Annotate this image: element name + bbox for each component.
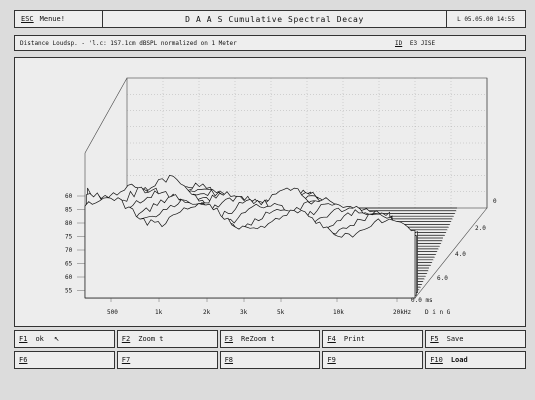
f8-key: F8 bbox=[224, 356, 234, 364]
x-tick-label: 10k bbox=[333, 309, 344, 316]
time-tick-label: 4.0 bbox=[455, 251, 466, 258]
menu-key: ESC bbox=[21, 15, 34, 23]
f6-button[interactable]: F6 bbox=[14, 351, 115, 369]
waterfall-plot-frame: 60 85 80 75 70 65 60 55 500 1k 2k 3k 5k 10k 20kHz D i … bbox=[14, 57, 526, 327]
f2-zoom-button[interactable]: F2 Zoom t bbox=[116, 330, 218, 348]
info-bar: Distance Loudsp. - 'l.c: 1S7.1cm dBSPL n… bbox=[14, 35, 526, 51]
f1-label: ok bbox=[35, 335, 44, 343]
title-bar: ESC Menue! D A A S Cumulative Spectral D… bbox=[14, 10, 526, 28]
y-axis-labels: 60 85 80 75 70 65 60 55 bbox=[65, 193, 85, 295]
time-axis-labels: 0 2.0 4.0 6.0 0.0 ms bbox=[411, 198, 497, 304]
left-depth-edge bbox=[84, 77, 128, 154]
id-key: ID bbox=[395, 39, 403, 47]
x-axis-suffix: D i n G bbox=[425, 309, 451, 316]
id-value: E3 JISE bbox=[409, 39, 436, 47]
decay-slice bbox=[84, 197, 416, 299]
f6-key: F6 bbox=[19, 356, 28, 364]
y-tick-label: 60 bbox=[65, 274, 73, 281]
x-tick-label: 2k bbox=[203, 309, 211, 316]
mouse-pointer-icon: ↖ bbox=[53, 334, 60, 344]
time-tick-label: 0.0 ms bbox=[411, 297, 433, 304]
y-tick-label: 75 bbox=[65, 234, 73, 241]
f9-key: F9 bbox=[327, 356, 336, 364]
f5-key: F5 bbox=[430, 335, 439, 343]
window-title: D A A S Cumulative Spectral Decay bbox=[103, 11, 447, 27]
y-tick-label: 60 bbox=[65, 193, 73, 200]
waterfall-plot: 60 85 80 75 70 65 60 55 500 1k 2k 3k 5k 10k 20kHz D i … bbox=[65, 77, 497, 316]
x-tick-label: 500 bbox=[107, 309, 118, 316]
f7-key: F7 bbox=[121, 356, 131, 364]
f2-label: Zoom t bbox=[138, 335, 164, 343]
f9-button[interactable]: F9 bbox=[322, 351, 424, 369]
y-tick-label: 85 bbox=[65, 207, 73, 214]
f8-button[interactable]: F8 bbox=[219, 351, 321, 369]
measurement-description: Distance Loudsp. - 'l.c: 1S7.1cm dBSPL n… bbox=[20, 39, 237, 47]
f1-key: F1 bbox=[19, 335, 28, 343]
y-tick-label: 70 bbox=[65, 247, 73, 254]
x-tick-label: 5k bbox=[277, 309, 285, 316]
right-depth-edge bbox=[414, 207, 488, 299]
f2-key: F2 bbox=[121, 335, 131, 343]
f10-key: F10 bbox=[430, 356, 443, 364]
time-tick-label: 6.0 bbox=[437, 275, 448, 282]
y-tick-label: 80 bbox=[65, 220, 73, 227]
f10-label: Load bbox=[450, 356, 468, 364]
function-key-bar: F1 ok ↖ F2 Zoom t F3 ReZoom t F4 Print F… bbox=[14, 330, 526, 396]
f5-save-button[interactable]: F5 Save bbox=[425, 330, 526, 348]
time-tick-label: 0 bbox=[493, 198, 497, 205]
menu-button[interactable]: ESC Menue! bbox=[15, 11, 103, 27]
f3-key: F3 bbox=[224, 335, 234, 343]
f4-label: Print bbox=[343, 335, 365, 343]
function-key-row-1: F1 ok ↖ F2 Zoom t F3 ReZoom t F4 Print F… bbox=[14, 330, 526, 348]
f4-key: F4 bbox=[327, 335, 336, 343]
f1-ok-button[interactable]: F1 ok ↖ bbox=[14, 330, 115, 348]
menu-label: Menue! bbox=[39, 15, 65, 23]
f5-label: Save bbox=[446, 335, 464, 343]
measurement-id: ID E3 JISE bbox=[395, 40, 525, 47]
time-tick-label: 2.0 bbox=[475, 225, 486, 232]
decay-slices bbox=[84, 174, 457, 299]
x-tick-label: 20kHz bbox=[393, 309, 411, 316]
f3-rezoom-button[interactable]: F3 ReZoom t bbox=[219, 330, 321, 348]
function-key-row-2: F6 F7 F8 F9 F10 Load bbox=[14, 351, 526, 369]
x-tick-label: 1k bbox=[155, 309, 163, 316]
y-tick-label: 65 bbox=[65, 261, 73, 268]
f7-button[interactable]: F7 bbox=[116, 351, 218, 369]
f3-label: ReZoom t bbox=[241, 335, 275, 343]
x-tick-label: 3k bbox=[240, 309, 248, 316]
x-axis-labels: 500 1k 2k 3k 5k 10k 20kHz D i n G bbox=[107, 298, 451, 316]
f4-print-button[interactable]: F4 Print bbox=[322, 330, 424, 348]
f10-load-button[interactable]: F10 Load bbox=[425, 351, 526, 369]
y-tick-label: 55 bbox=[65, 288, 73, 295]
date-time: L 05.05.00 14:55 bbox=[457, 15, 515, 23]
